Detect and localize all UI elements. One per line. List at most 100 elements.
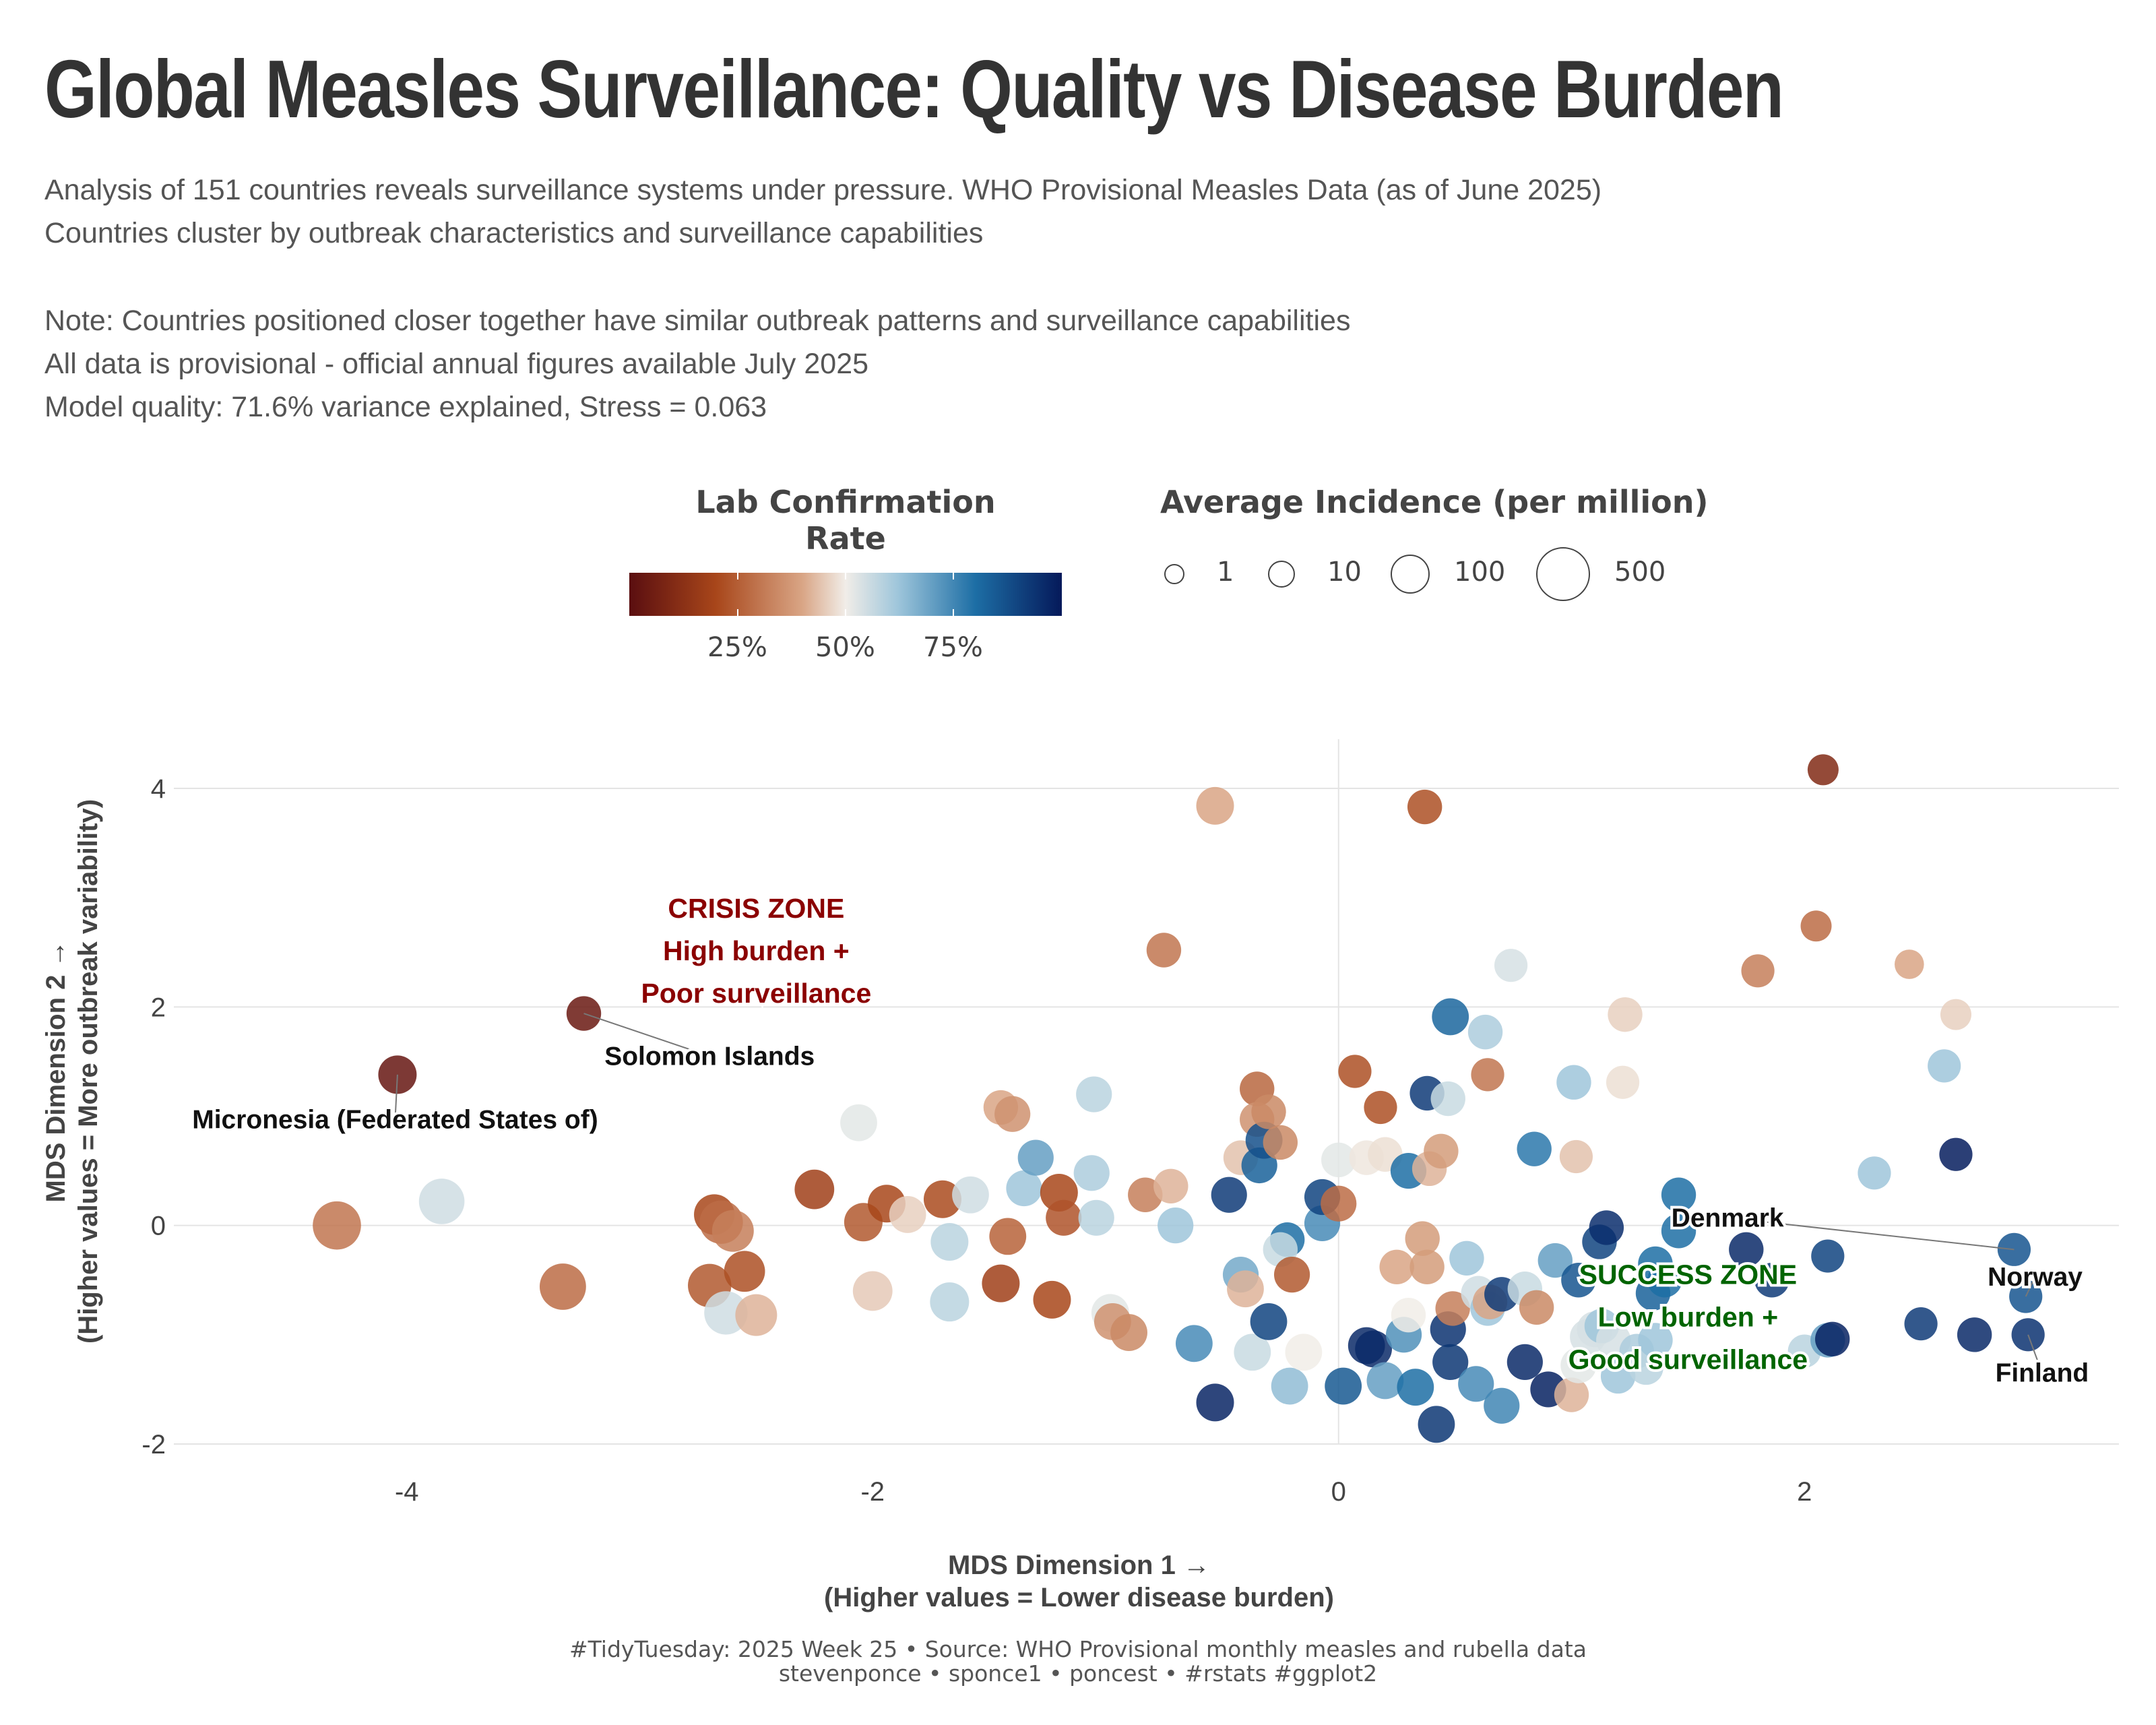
label-leader-line	[2025, 1276, 2036, 1297]
data-point	[1285, 1334, 1323, 1371]
x-tick-label: -2	[860, 1477, 885, 1507]
data-point	[1554, 1377, 1589, 1412]
data-point	[930, 1282, 970, 1322]
data-point	[1754, 1263, 1789, 1298]
size-legend-label-1: 1	[1217, 557, 1234, 588]
color-legend-title: Lab Confirmation Rate	[695, 484, 996, 557]
label-leader-line	[394, 1074, 398, 1120]
y-tick-label: -2	[141, 1430, 166, 1460]
country-label: Solomon Islands	[604, 1042, 815, 1071]
x-axis-label: MDS Dimension 1 → (Higher values = Lower …	[824, 1550, 1334, 1612]
data-point	[1494, 949, 1528, 982]
data-point	[1807, 754, 1839, 786]
data-point	[1471, 1058, 1504, 1092]
data-point	[1196, 786, 1234, 825]
color-legend-tick-25: 25%	[707, 632, 767, 663]
size-legend-title: Average Incidence (per million)	[1160, 484, 1709, 520]
data-point	[1338, 1055, 1372, 1088]
data-point	[1556, 1065, 1591, 1100]
crisis-zone-label: Poor surveillance	[641, 978, 871, 1009]
data-point	[1211, 1177, 1247, 1213]
data-point	[1939, 1137, 1973, 1171]
size-legend-label-100: 100	[1454, 557, 1506, 588]
data-point	[1537, 1243, 1573, 1278]
data-point	[1364, 1090, 1397, 1125]
subtitle-line-5: Model quality: 71.6% variance explained,…	[44, 391, 767, 423]
data-point	[1647, 1263, 1682, 1298]
label-leader-line	[1727, 1217, 2015, 1251]
success-zone-label: Low burden +	[1598, 1301, 1779, 1332]
data-point	[1507, 1344, 1543, 1380]
data-point	[1430, 1081, 1465, 1117]
data-point	[1729, 1232, 1764, 1267]
x-tick-label: 2	[1797, 1477, 1812, 1507]
success-zone-label: Good surveillance	[1568, 1344, 1808, 1375]
data-point	[1366, 1362, 1404, 1400]
data-point	[1146, 933, 1182, 968]
data-point	[889, 1196, 926, 1233]
data-point	[994, 1096, 1031, 1132]
data-point	[952, 1176, 989, 1214]
footer-credits: stevenponce • sponce1 • poncest • #rstat…	[778, 1660, 1378, 1687]
data-point	[1078, 1199, 1114, 1236]
data-point	[1321, 1185, 1357, 1222]
data-point	[1418, 1406, 1455, 1443]
size-legend-label-10: 10	[1327, 557, 1362, 588]
data-point	[1858, 1156, 1891, 1190]
data-point	[1153, 1168, 1188, 1203]
data-point	[1435, 1291, 1470, 1326]
data-point	[735, 1294, 778, 1336]
data-point	[1424, 1133, 1459, 1169]
data-point	[1076, 1076, 1112, 1112]
data-point	[1600, 1358, 1636, 1394]
data-point	[1519, 1290, 1554, 1325]
y-tick-label: 0	[151, 1212, 166, 1241]
data-point	[1158, 1208, 1194, 1244]
data-point	[1234, 1334, 1271, 1371]
success-zone-label: SUCCESS ZONE	[1579, 1259, 1798, 1290]
data-point	[1432, 1344, 1469, 1380]
size-legend-circle-100	[1391, 555, 1430, 594]
data-point	[923, 1180, 961, 1218]
data-point	[1800, 910, 1832, 942]
data-point	[1391, 1297, 1426, 1333]
data-point	[711, 1210, 754, 1252]
data-point	[1017, 1139, 1054, 1176]
country-labels: Micronesia (Federated States of) Solomon …	[189, 1013, 2091, 1391]
data-point	[1928, 1049, 1961, 1083]
data-points	[313, 754, 2045, 1443]
data-point	[1606, 1065, 1640, 1099]
data-point	[1559, 1139, 1593, 1174]
data-point	[1484, 1387, 1520, 1424]
data-point	[1397, 1369, 1434, 1406]
subtitle-line-2: Countries cluster by outbreak characteri…	[44, 217, 984, 249]
y-tick-label: 2	[151, 993, 166, 1022]
x-tick-label: 0	[1331, 1477, 1346, 1507]
data-point	[1449, 1241, 1484, 1276]
size-legend-circle-10	[1268, 561, 1295, 588]
data-point	[1355, 1330, 1393, 1368]
y-tick-label: 4	[151, 774, 166, 804]
y-axis-label: MDS Dimension 2 → (Higher values = More o…	[41, 799, 103, 1344]
data-point	[1227, 1270, 1264, 1308]
data-point	[1560, 1347, 1597, 1383]
data-point	[1741, 954, 1775, 988]
data-point	[1271, 1367, 1308, 1405]
subtitle-line-4: All data is provisional - official annua…	[44, 348, 869, 380]
crisis-zone-label: High burden +	[663, 935, 850, 966]
data-point	[794, 1169, 835, 1210]
subtitle-line-3: Note: Countries positioned closer togeth…	[44, 305, 1351, 337]
data-point	[1250, 1303, 1288, 1340]
data-point	[1379, 1249, 1414, 1284]
data-point	[1321, 1142, 1356, 1178]
data-point	[1895, 949, 1924, 979]
data-point	[1073, 1155, 1110, 1191]
data-point	[1033, 1280, 1071, 1319]
size-legend-circle-1	[1164, 564, 1184, 584]
data-point	[418, 1179, 465, 1224]
data-point	[852, 1271, 893, 1311]
data-point	[1458, 1366, 1494, 1402]
label-leader-line	[583, 1013, 710, 1057]
data-point	[1409, 1249, 1445, 1284]
